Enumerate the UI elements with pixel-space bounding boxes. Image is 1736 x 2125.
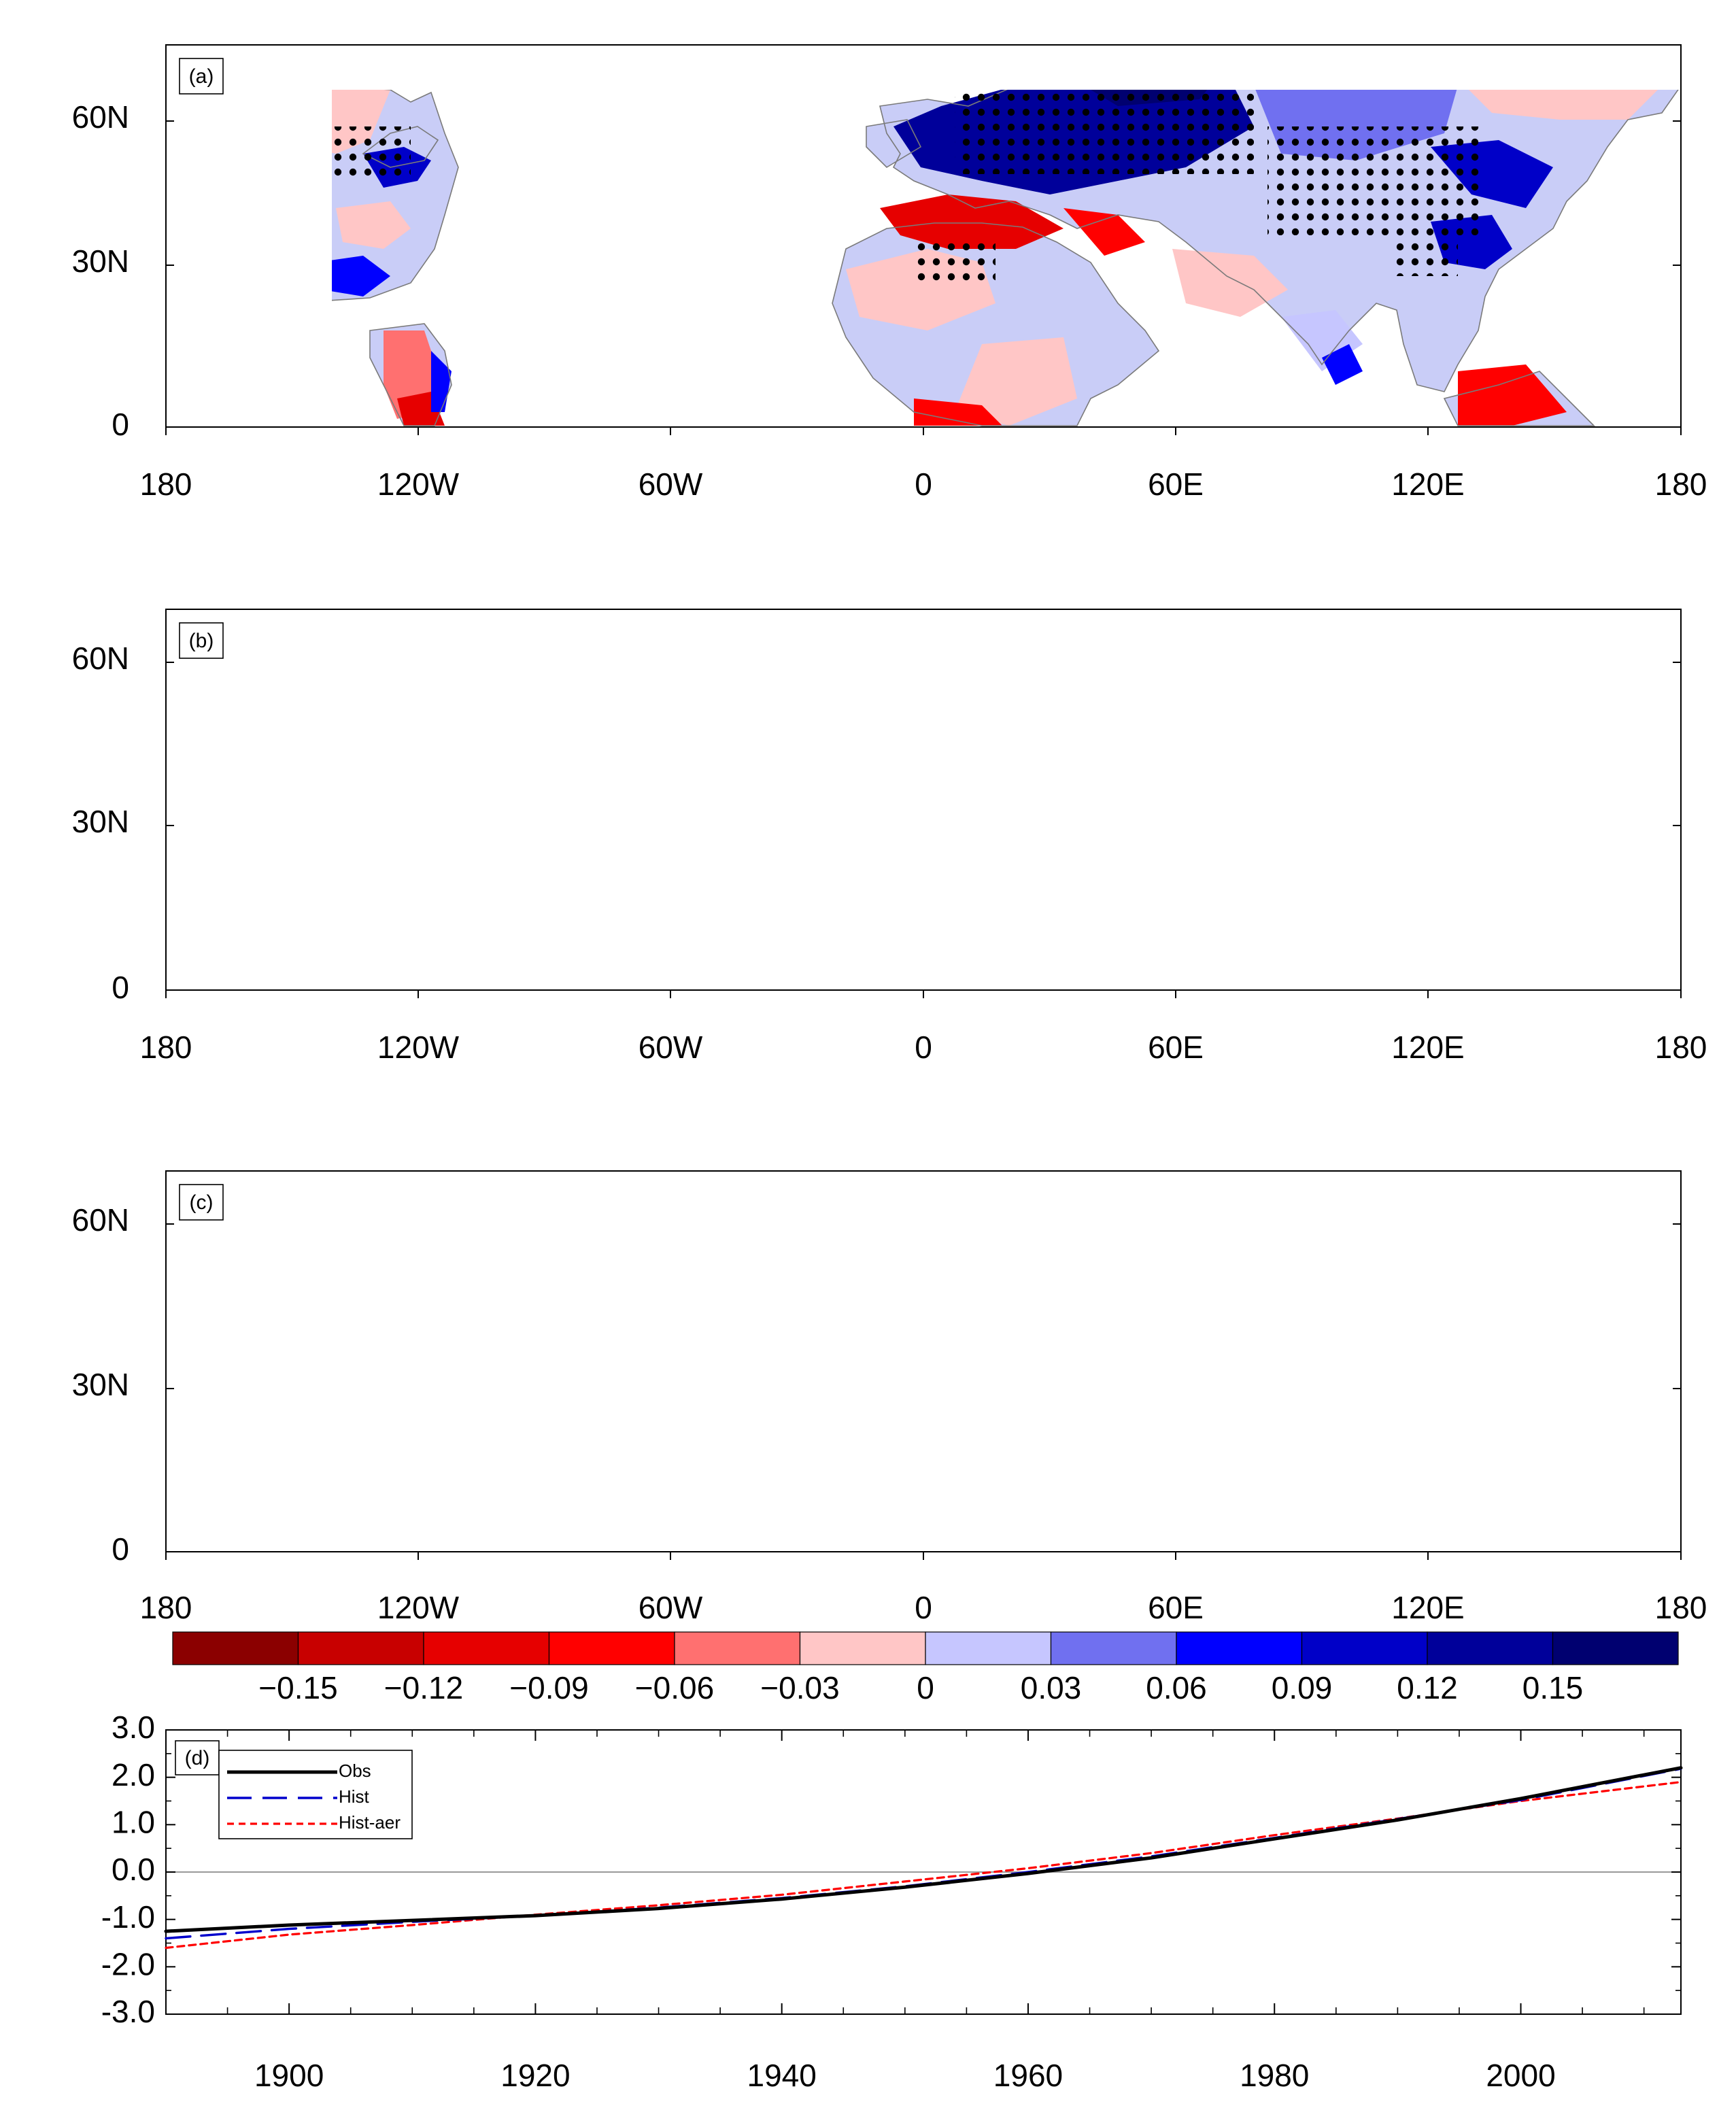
colorbar-swatch — [799, 1631, 926, 1665]
panel-d: 3.0 2.0 1.0 0.0 -1.0 -2.0 -3.0 1900 1920 1940 1960… — [101, 1710, 1683, 2093]
panel-b-xtick-label: 120E — [1391, 1030, 1464, 1065]
panel-d-tag-box: (d) — [175, 1740, 220, 1775]
colorbar-swatch — [423, 1631, 550, 1665]
panel-c-xtick-label: 0 — [915, 1590, 932, 1625]
colorbar-label: −0.03 — [760, 1670, 839, 1705]
x-tick-label: 1980 — [1240, 2058, 1309, 2093]
panel-b-xtick-label: 60E — [1148, 1030, 1204, 1065]
panel-d-axes: 3.0 2.0 1.0 0.0 -1.0 -2.0 -3.0 1900 1920 1940 1960… — [101, 1710, 1681, 2093]
panel-b-y-axis: 60N 30N 0 — [72, 641, 1681, 1005]
colorbar-swatch — [297, 1631, 424, 1665]
panel-c-xtick-label: 180 — [1655, 1590, 1707, 1625]
panel-a-ytick-label: 0 — [112, 407, 129, 442]
colorbar-swatch — [1050, 1631, 1177, 1665]
series-line-obs — [164, 1766, 1683, 1933]
colorbar-label: −0.15 — [258, 1670, 337, 1705]
panel-a: (a) 60N 30N 0 180 120W 60W 0 60E 120E — [72, 44, 1707, 502]
x-tick-label: 2000 — [1486, 2058, 1555, 2093]
panel-a-ytick-label: 30N — [72, 243, 129, 279]
colorbar-label: −0.12 — [384, 1670, 463, 1705]
colorbar-swatch — [925, 1631, 1052, 1665]
panel-a-xtick-label: 120E — [1391, 466, 1464, 502]
panel-b-tag: (b) — [189, 630, 214, 652]
colorbar-label: −0.06 — [635, 1670, 714, 1705]
colorbar-label: 0.12 — [1397, 1670, 1458, 1705]
colorbar-label: −0.09 — [509, 1670, 588, 1705]
y-tick-label: -2.0 — [101, 1946, 155, 1982]
y-tick-label: 1.0 — [112, 1804, 155, 1839]
panel-b-xtick-label: 180 — [140, 1030, 192, 1065]
panel-c-x-axis: 180 120W 60W 0 60E 120E 180 — [140, 1552, 1707, 1625]
panel-a-xtick-label: 60W — [639, 466, 703, 502]
panel-d-tag: (d) — [185, 1747, 210, 1769]
panel-c-tag-box: (c) — [179, 1184, 224, 1221]
panel-a-y-axis: 60N 30N 0 — [72, 99, 1681, 442]
panel-c-xtick-label: 60E — [1148, 1590, 1204, 1625]
panel-b-frame — [165, 609, 1682, 991]
panel-c-xtick-label: 60W — [639, 1590, 703, 1625]
y-tick-label: 0.0 — [112, 1852, 155, 1887]
panel-d-legend: Obs Hist Hist-aer — [218, 1750, 413, 1839]
x-tick-label: 1960 — [993, 2058, 1063, 2093]
panel-b-ytick-label: 60N — [72, 641, 129, 676]
colorbar: −0.15 −0.12 −0.09 −0.06 −0.03 0 0.03 0.06 0.09 0.… — [172, 1631, 1679, 1705]
y-tick-label: 2.0 — [112, 1757, 155, 1792]
y-tick-label: -3.0 — [101, 1994, 155, 2029]
panel-c: (c) 60N 30N 0 180 120W 60W 0 60E 120E — [72, 1170, 1707, 1625]
panel-b-xtick-label: 60W — [639, 1030, 703, 1065]
panel-c-y-axis: 60N 30N 0 — [72, 1202, 1681, 1567]
colorbar-swatch — [1427, 1631, 1554, 1665]
colorbar-swatch — [548, 1631, 675, 1665]
x-tick-label: 1920 — [500, 2058, 570, 2093]
panel-b-xtick-label: 0 — [915, 1030, 932, 1065]
panel-c-xtick-label: 180 — [140, 1590, 192, 1625]
colorbar-label: 0.15 — [1522, 1670, 1584, 1705]
x-tick-label: 1900 — [254, 2058, 324, 2093]
colorbar-label: 0 — [917, 1670, 934, 1705]
panel-b-ytick-label: 30N — [72, 804, 129, 839]
legend-label: Hist-aer — [339, 1812, 401, 1833]
colorbar-label: 0.09 — [1272, 1670, 1333, 1705]
colorbar-swatch — [1301, 1631, 1428, 1665]
panel-c-ytick-label: 0 — [112, 1531, 129, 1567]
panel-c-frame — [165, 1170, 1682, 1552]
colorbar-label: 0.03 — [1021, 1670, 1082, 1705]
panel-c-tag: (c) — [190, 1191, 214, 1214]
panel-c-xtick-label: 120W — [377, 1590, 460, 1625]
panel-a-tag-box: (a) — [179, 58, 224, 95]
y-tick-label: 3.0 — [112, 1710, 155, 1745]
colorbar-swatch — [1176, 1631, 1303, 1665]
panel-a-xtick-label: 180 — [140, 466, 192, 502]
panel-a-xtick-label: 0 — [915, 466, 932, 502]
panel-c-xtick-label: 120E — [1391, 1590, 1464, 1625]
panel-a-significance-stipple — [332, 90, 1485, 283]
legend-label: Hist — [339, 1786, 370, 1807]
panel-a-tag: (a) — [189, 65, 214, 88]
x-tick-label: 1940 — [747, 2058, 817, 2093]
colorbar-swatch — [1552, 1631, 1679, 1665]
panel-a-xtick-label: 60E — [1148, 466, 1204, 502]
panel-b-tag-box: (b) — [179, 622, 224, 659]
panel-a-xtick-label: 180 — [1655, 466, 1707, 502]
colorbar-label: 0.06 — [1146, 1670, 1207, 1705]
panel-c-ytick-label: 60N — [72, 1202, 129, 1238]
colorbar-swatch — [674, 1631, 801, 1665]
panel-b-xtick-label: 120W — [377, 1030, 460, 1065]
panel-c-ytick-label: 30N — [72, 1367, 129, 1402]
panel-b-ytick-label: 0 — [112, 970, 129, 1005]
legend-label: Obs — [339, 1761, 371, 1781]
panel-b: (b) 60N 30N 0 180 120W 60W 0 60E 120E — [72, 609, 1707, 1065]
panel-b-xtick-label: 180 — [1655, 1030, 1707, 1065]
colorbar-swatch — [172, 1631, 299, 1665]
y-tick-label: -1.0 — [101, 1899, 155, 1935]
panel-a-ytick-label: 60N — [72, 99, 129, 135]
panel-a-x-axis: 180 120W 60W 0 60E 120E 180 — [140, 427, 1707, 502]
panel-a-xtick-label: 120W — [377, 466, 460, 502]
panel-d-series — [164, 1766, 1683, 1950]
panel-b-x-axis: 180 120W 60W 0 60E 120E 180 — [140, 990, 1707, 1065]
